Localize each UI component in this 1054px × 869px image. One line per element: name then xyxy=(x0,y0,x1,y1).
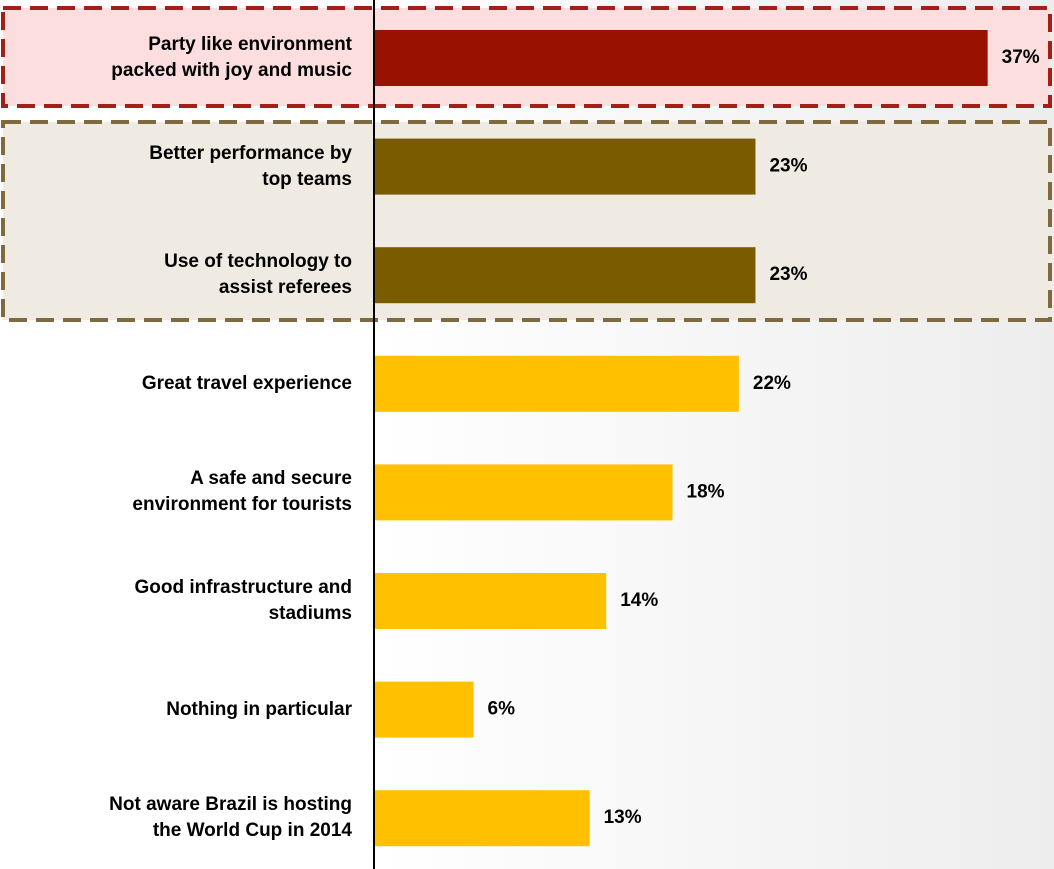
category-label: Better performance by top teams xyxy=(149,142,352,190)
bar xyxy=(374,138,756,195)
value-label: 13% xyxy=(604,807,642,828)
category-label: A safe and secure environment for touris… xyxy=(132,468,352,516)
bar xyxy=(374,247,756,304)
value-label: 23% xyxy=(769,156,807,177)
bar xyxy=(374,355,739,412)
category-label: Use of technology to assist referees xyxy=(164,251,352,299)
category-label: Good infrastructure and stadiums xyxy=(134,577,352,624)
category-label: Great travel experience xyxy=(141,372,352,394)
category-label: Party like environment packed with joy a… xyxy=(111,34,352,81)
value-label: 37% xyxy=(1002,47,1040,68)
value-label: 18% xyxy=(687,481,725,502)
bar xyxy=(374,790,590,847)
value-label: 14% xyxy=(620,590,658,611)
value-label: 22% xyxy=(753,373,791,394)
value-label: 23% xyxy=(769,264,807,285)
category-label: Not aware Brazil is hosting the World Cu… xyxy=(109,794,352,842)
bar xyxy=(374,464,673,521)
category-label: Nothing in particular xyxy=(166,698,352,720)
bar xyxy=(374,573,607,629)
bar xyxy=(374,30,988,86)
bar xyxy=(374,681,474,738)
value-label: 6% xyxy=(488,699,516,720)
